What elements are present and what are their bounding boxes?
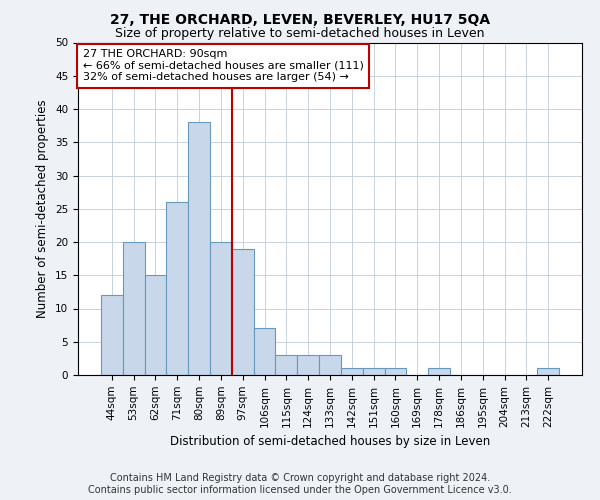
Bar: [275, 355, 297, 375]
Text: 27 THE ORCHARD: 90sqm
← 66% of semi-detached houses are smaller (111)
32% of sem: 27 THE ORCHARD: 90sqm ← 66% of semi-deta…: [83, 49, 364, 82]
Bar: [319, 355, 341, 375]
Bar: [254, 328, 275, 375]
Bar: [537, 368, 559, 375]
Bar: [428, 368, 450, 375]
Bar: [385, 368, 406, 375]
Text: 27, THE ORCHARD, LEVEN, BEVERLEY, HU17 5QA: 27, THE ORCHARD, LEVEN, BEVERLEY, HU17 5…: [110, 12, 490, 26]
Y-axis label: Number of semi-detached properties: Number of semi-detached properties: [37, 100, 49, 318]
Text: Contains HM Land Registry data © Crown copyright and database right 2024.
Contai: Contains HM Land Registry data © Crown c…: [88, 474, 512, 495]
Bar: [210, 242, 232, 375]
Bar: [166, 202, 188, 375]
Bar: [232, 248, 254, 375]
Bar: [101, 295, 123, 375]
Bar: [188, 122, 210, 375]
Bar: [363, 368, 385, 375]
X-axis label: Distribution of semi-detached houses by size in Leven: Distribution of semi-detached houses by …: [170, 435, 490, 448]
Bar: [145, 275, 166, 375]
Bar: [297, 355, 319, 375]
Text: Size of property relative to semi-detached houses in Leven: Size of property relative to semi-detach…: [115, 28, 485, 40]
Bar: [341, 368, 363, 375]
Bar: [123, 242, 145, 375]
